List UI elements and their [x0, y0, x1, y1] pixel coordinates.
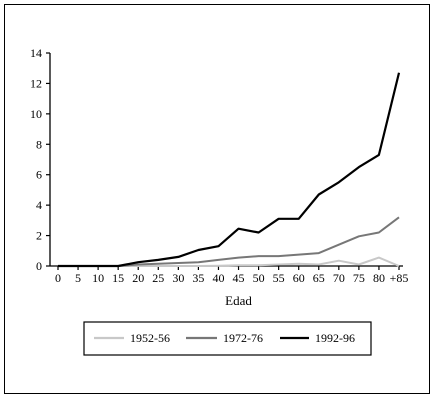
- x-tick-label: 70: [333, 271, 345, 285]
- y-tick-label: 4: [36, 198, 42, 212]
- x-axis-ticks: 0 5 10 15 20 25 30 35 40 45 50 55 60 65 70 75 80 +85: [55, 266, 408, 285]
- y-axis-ticks: 0 2 4 6 8 10 12 14: [30, 46, 50, 273]
- series-line-1972-76: [58, 216, 400, 267]
- legend-label-1992-96: 1992-96: [315, 331, 355, 345]
- x-tick-label: 45: [233, 271, 245, 285]
- x-tick-label: 30: [172, 271, 184, 285]
- x-tick-label: 50: [253, 271, 265, 285]
- x-tick-label: 25: [152, 271, 164, 285]
- x-tick-label: +85: [390, 271, 409, 285]
- y-tick-label: 6: [36, 168, 42, 182]
- x-tick-label: 65: [313, 271, 325, 285]
- x-tick-label: 20: [132, 271, 144, 285]
- x-tick-label: 15: [112, 271, 124, 285]
- x-tick-label: 0: [55, 271, 61, 285]
- y-tick-label: 8: [36, 137, 42, 151]
- x-tick-label: 35: [192, 271, 204, 285]
- x-tick-label: 10: [92, 271, 104, 285]
- x-tick-label: 80: [373, 271, 385, 285]
- x-tick-label: 60: [293, 271, 305, 285]
- x-tick-label: 75: [353, 271, 365, 285]
- legend-box: [83, 321, 372, 356]
- series-line-1992-96: [58, 72, 401, 268]
- x-tick-label: 55: [273, 271, 285, 285]
- y-tick-label: 12: [30, 76, 42, 90]
- y-tick-label: 2: [36, 229, 42, 243]
- legend: 1952-56 1972-76 1992-96: [83, 321, 372, 356]
- legend-label-1952-56: 1952-56: [130, 331, 170, 345]
- y-tick-label: 10: [30, 107, 42, 121]
- legend-label-1972-76: 1972-76: [223, 331, 263, 345]
- y-tick-label: 14: [30, 46, 42, 60]
- y-tick-label: 0: [36, 259, 42, 273]
- x-axis-label: Edad: [225, 293, 252, 308]
- series-lines: [58, 72, 401, 268]
- chart-frame: [4, 4, 430, 394]
- x-tick-label: 5: [75, 271, 81, 285]
- x-tick-label: 40: [212, 271, 224, 285]
